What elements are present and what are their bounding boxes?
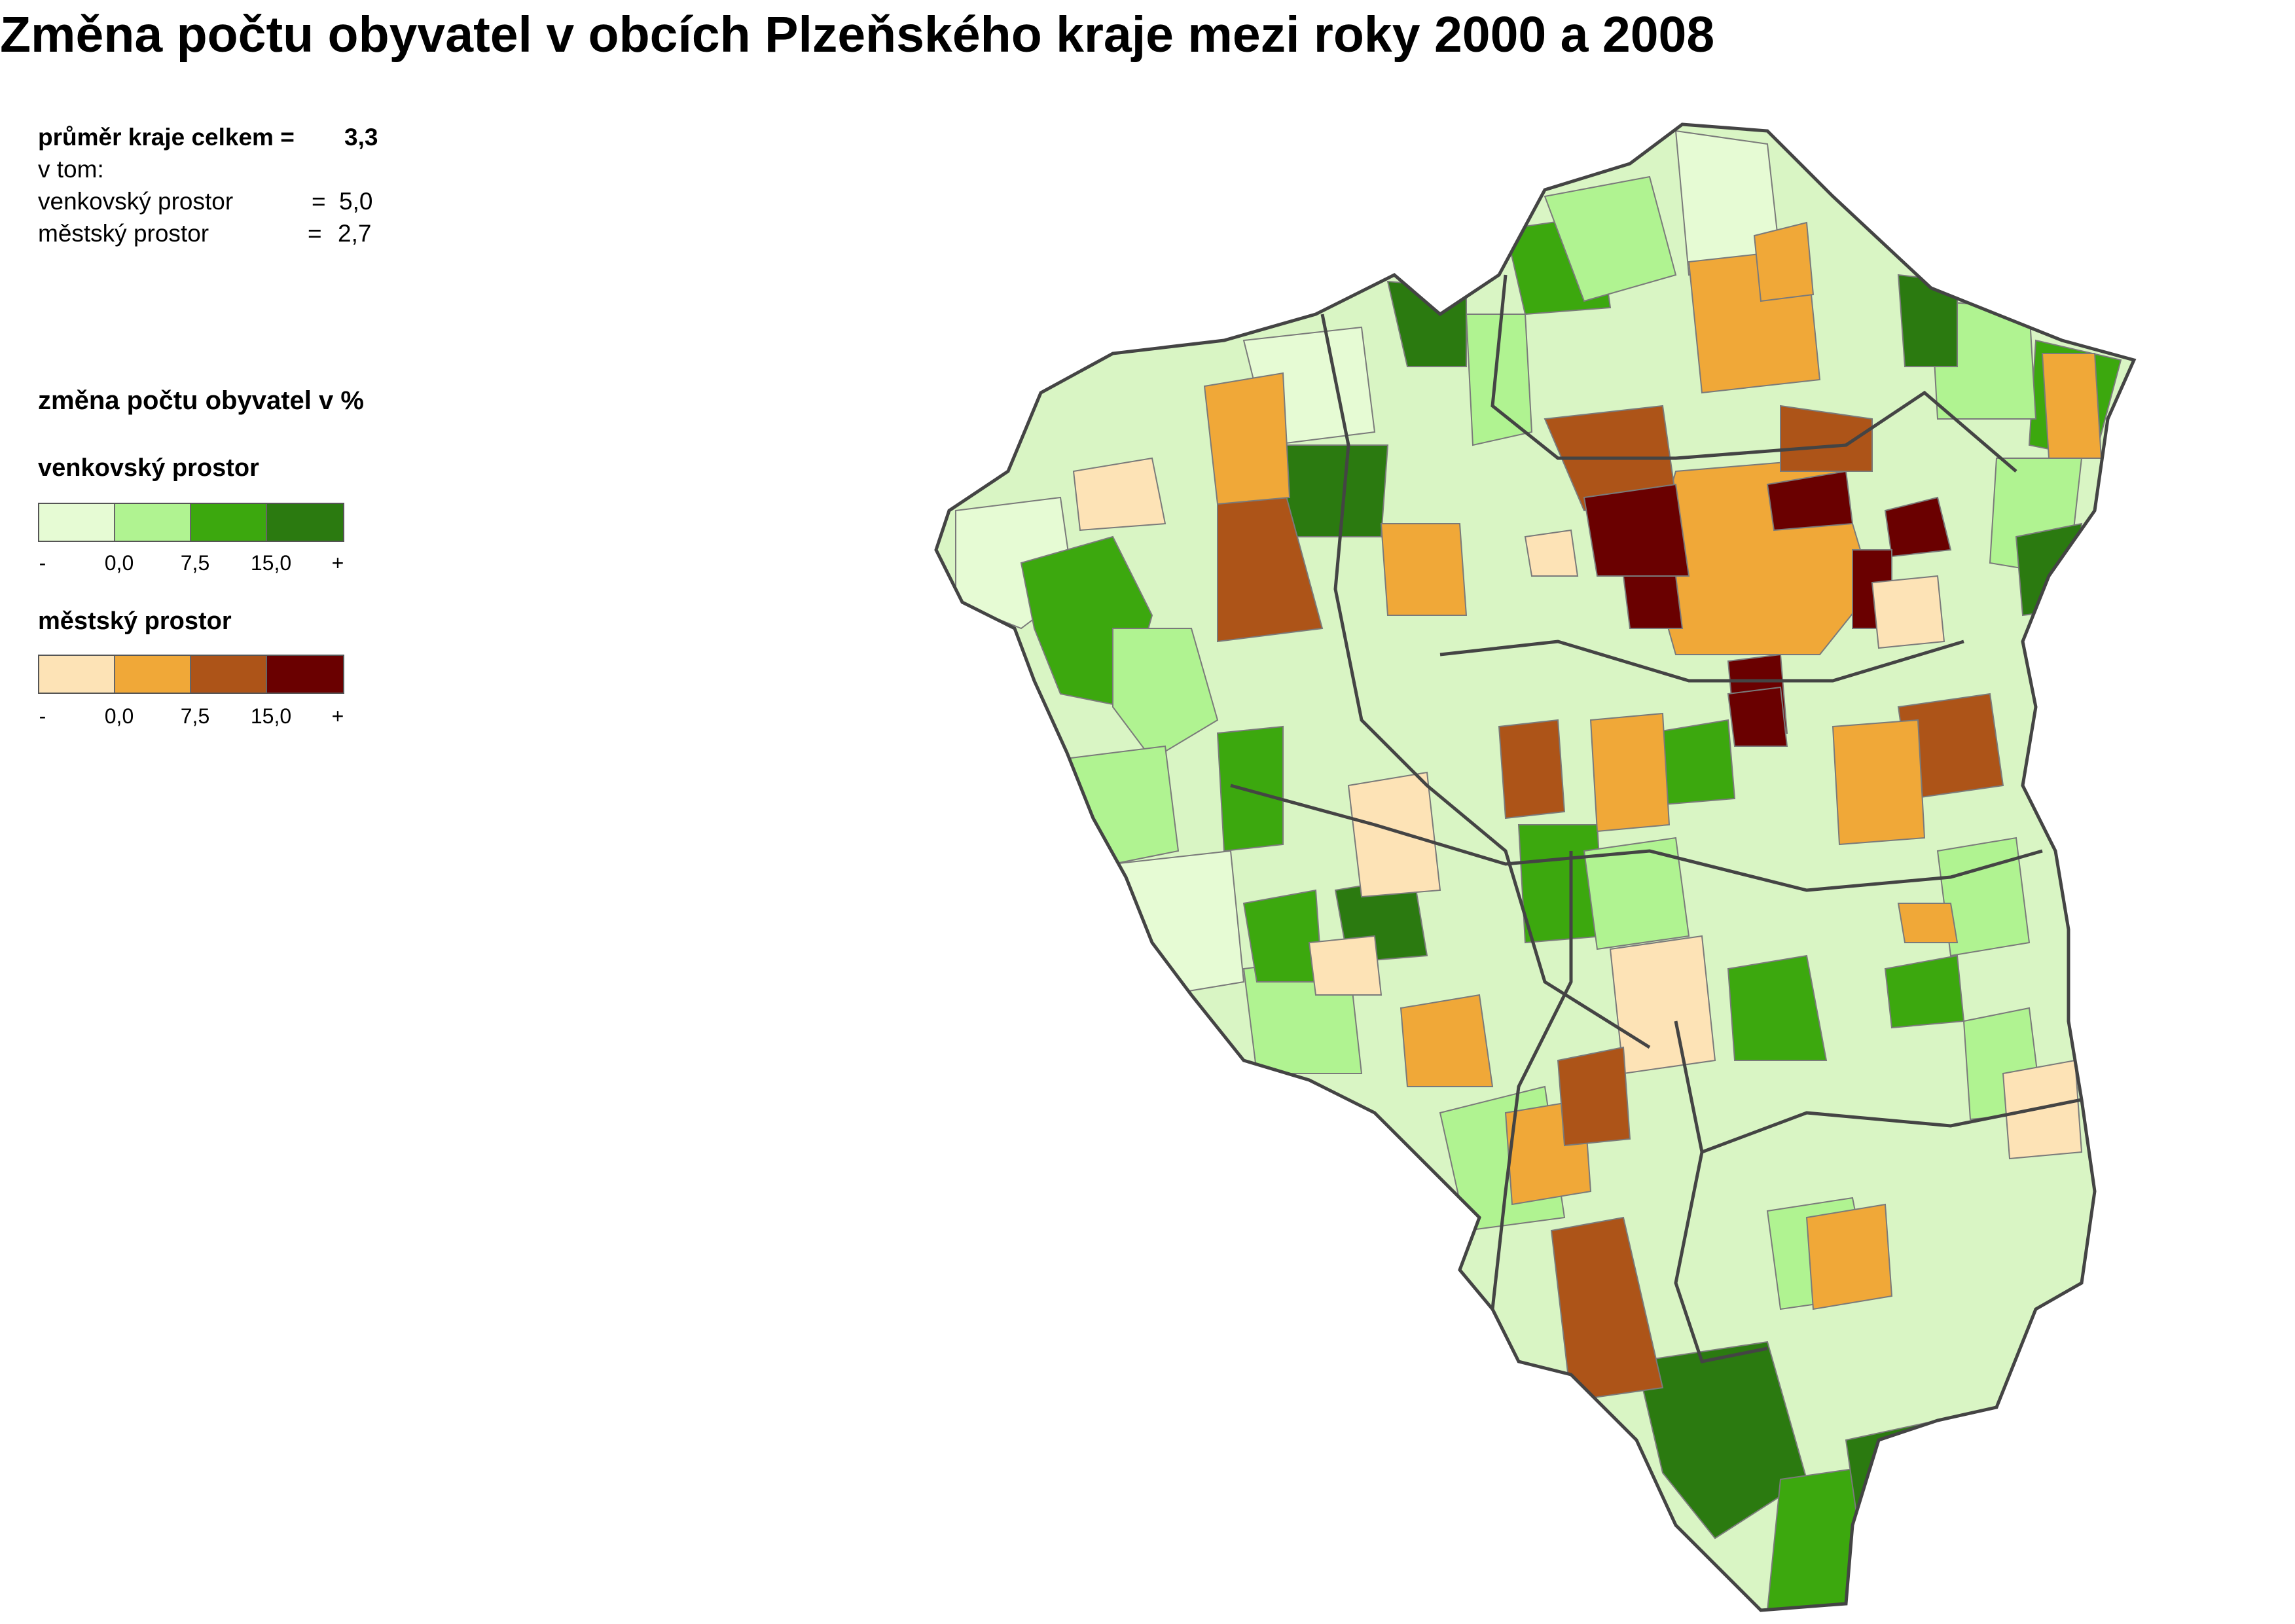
area-urban [1498, 719, 1566, 820]
area-rural [1465, 314, 1533, 446]
district-border [1230, 784, 2043, 892]
legend-tick: + [331, 704, 344, 728]
legend-rural-swatch [191, 504, 267, 541]
district-border [1439, 640, 1964, 683]
area-rural [1282, 444, 1389, 537]
legend-rural-ticks: - 0,0 7,5 15,0 + [38, 551, 352, 577]
area-urban [1583, 483, 1690, 577]
legend-title: změna počtu obyvatel v % [38, 386, 364, 415]
legend-tick: 15,0 [250, 551, 292, 575]
legend-urban-swatch [191, 656, 267, 693]
legend-tick: + [331, 551, 344, 575]
area-urban [1832, 719, 1926, 846]
area-urban [2041, 353, 2103, 459]
map-svg [934, 122, 2137, 1612]
stat-rural-value: 5,0 [339, 188, 373, 215]
area-urban [1550, 1216, 1664, 1402]
legend-urban-swatch [267, 656, 343, 693]
stat-urban-eq: = [308, 220, 322, 247]
stat-rural-label: venkovský prostor [38, 188, 234, 215]
area-rural [1242, 889, 1324, 983]
district-borders [1230, 274, 2082, 1363]
stat-v-tom-label: v tom: [38, 156, 104, 183]
area-rural [1111, 850, 1245, 996]
area-rural [1216, 725, 1284, 852]
area-rural [1112, 628, 1219, 761]
stat-rural-eq: = [312, 188, 326, 215]
legend-urban-swatch [39, 656, 115, 693]
area-urban [1871, 575, 1945, 649]
area-urban [1622, 575, 1684, 629]
legend-tick: - [39, 551, 46, 575]
legend-tick: 7,5 [180, 704, 210, 728]
area-urban [1609, 935, 1716, 1075]
municipalities [955, 130, 2122, 1610]
area-rural [2015, 522, 2083, 617]
legend-tick: 0,0 [104, 551, 134, 575]
district-border [1491, 274, 2017, 473]
area-urban [1400, 994, 1494, 1087]
area-rural [1544, 175, 1677, 302]
district-border [1674, 1020, 2082, 1155]
choropleth-map [916, 111, 2160, 1617]
region-outline [934, 122, 2137, 1612]
legend-urban-swatches [38, 655, 344, 694]
district-border [1674, 1151, 1768, 1363]
stat-total-value: 3,3 [344, 124, 378, 151]
legend-tick: 7,5 [180, 551, 210, 575]
legend-rural-swatches [38, 503, 344, 542]
area-urban [1884, 496, 1952, 558]
area-urban [1380, 523, 1468, 616]
stat-urban-label: městský prostor [38, 220, 209, 247]
legend-rural-swatch [39, 504, 115, 541]
legend-tick: - [39, 704, 46, 728]
area-urban [1072, 457, 1166, 532]
legend-tick: 15,0 [250, 704, 292, 728]
area-urban [1805, 1203, 1893, 1310]
area-rural [1897, 274, 1958, 367]
area-urban [1589, 712, 1671, 833]
area-urban [1308, 935, 1382, 996]
legend-urban-ticks: - 0,0 7,5 15,0 + [38, 704, 352, 731]
area-rural [1884, 954, 1965, 1029]
area-rural [1059, 745, 1180, 865]
area-rural [1635, 1341, 1808, 1540]
stat-urban-value: 2,7 [338, 220, 372, 247]
legend-rural-label: venkovský prostor [38, 454, 259, 482]
area-urban [2002, 1059, 2083, 1160]
area-urban [1897, 903, 1959, 943]
map-title: Změna počtu obyvatel v obcích Plzeňského… [0, 7, 1715, 63]
legend-tick: 0,0 [104, 704, 134, 728]
area-rural [1583, 837, 1690, 950]
area-urban [1524, 529, 1579, 577]
area-rural [1766, 1465, 1873, 1610]
area-urban [1766, 470, 1854, 532]
legend-rural-swatch [115, 504, 191, 541]
area-rural [1727, 954, 1828, 1061]
area-urban [1203, 372, 1291, 505]
area-urban [1347, 771, 1441, 898]
district-border [1320, 314, 1651, 1049]
area-urban [1557, 1046, 1631, 1147]
stat-total-label: průměr kraje celkem = [38, 124, 295, 151]
legend-urban-label: městský prostor [38, 607, 232, 635]
district-border [1491, 851, 1573, 1310]
area-urban [1727, 686, 1788, 747]
area-urban [1753, 221, 1815, 302]
legend-rural-swatch [267, 504, 343, 541]
legend-urban-swatch [115, 656, 191, 693]
